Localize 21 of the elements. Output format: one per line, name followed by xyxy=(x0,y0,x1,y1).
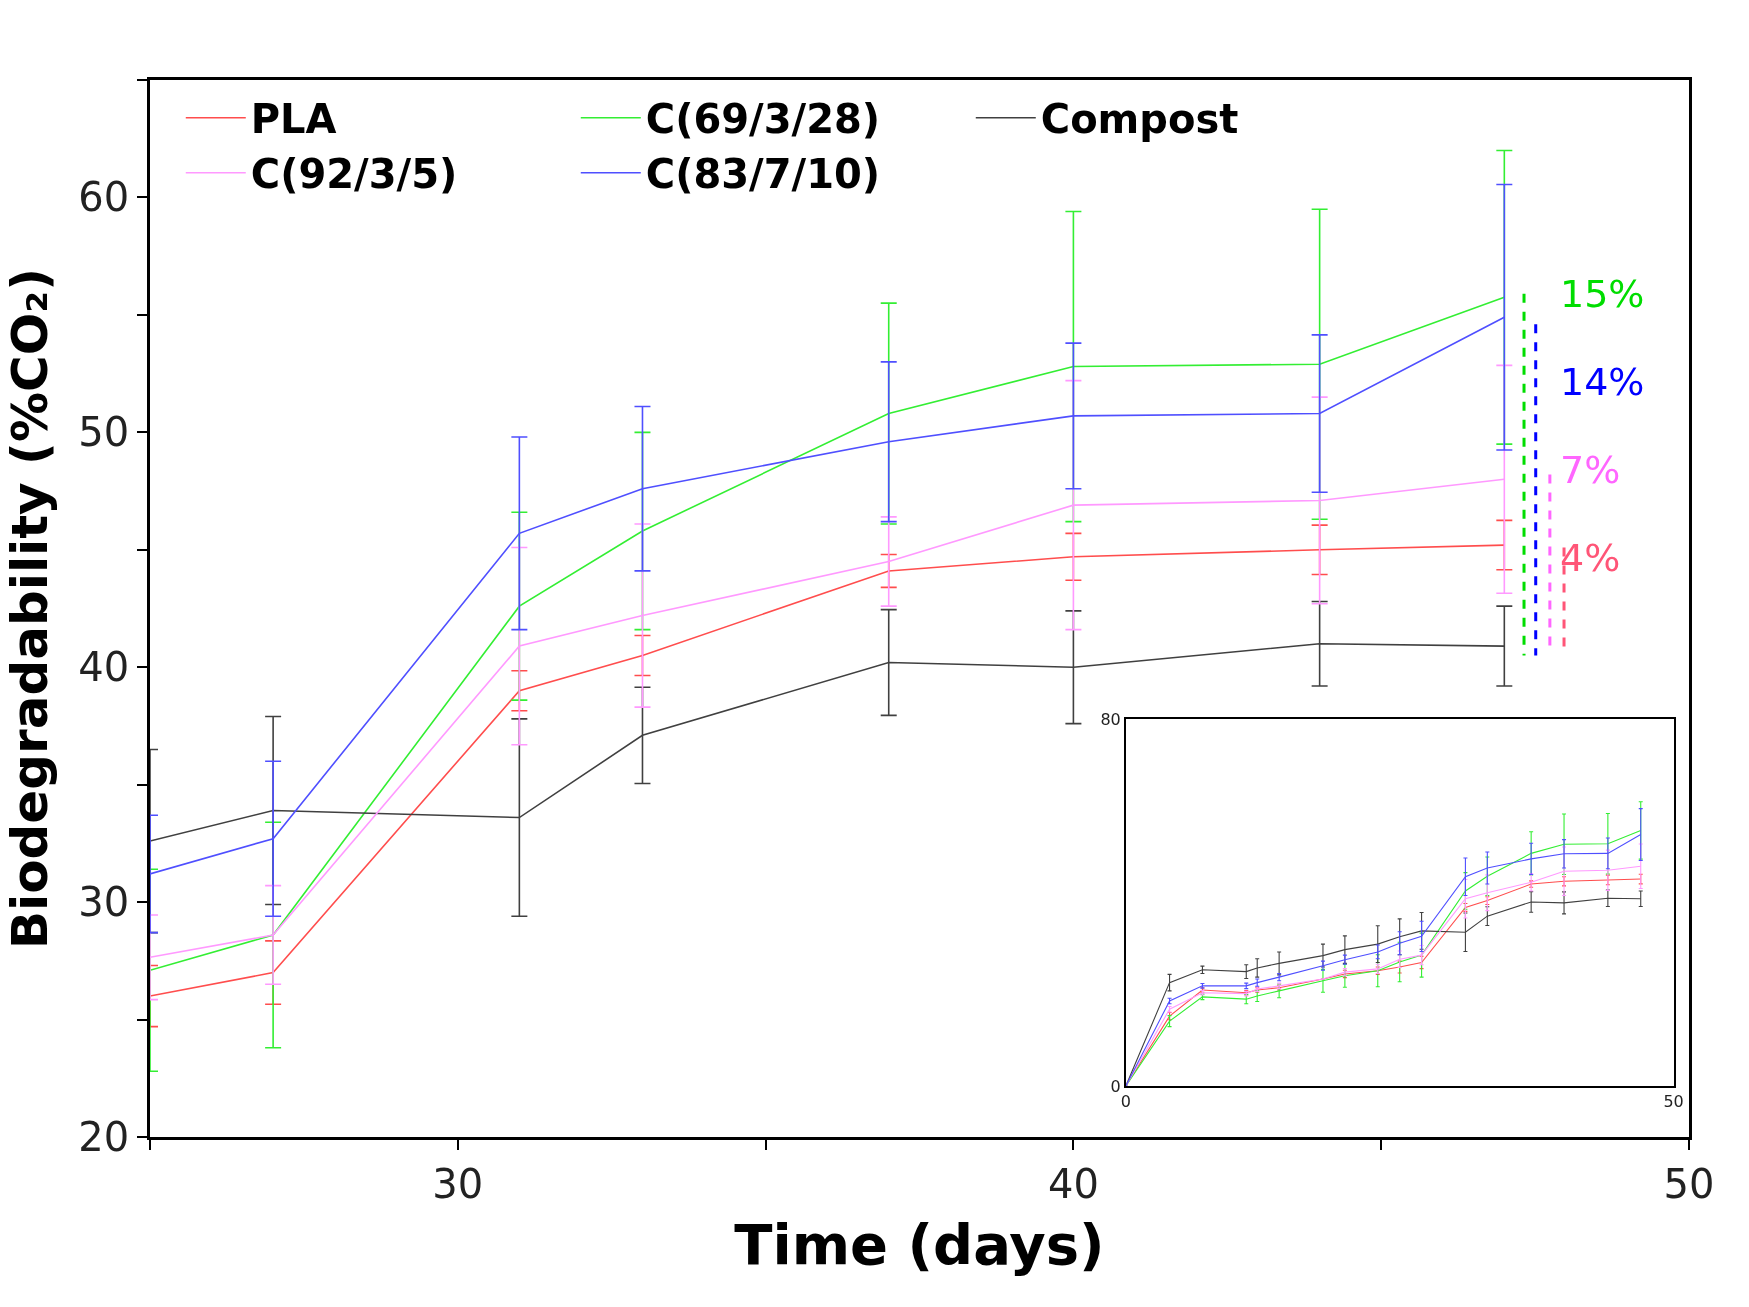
y-tick-label: 50 xyxy=(78,409,130,456)
line-series xyxy=(150,544,1506,997)
y-tick-label: 20 xyxy=(78,1114,130,1160)
annotation: 4% xyxy=(1560,536,1621,580)
y-tick-label: 80 xyxy=(1100,710,1121,730)
legend-label: C(83/7/10) xyxy=(645,151,881,198)
y-tick-label: 60 xyxy=(78,174,130,221)
y-tick-label: 30 xyxy=(78,879,130,926)
legend-label: PLA xyxy=(250,96,337,143)
line-series xyxy=(150,296,1506,972)
x-tick-label: 30 xyxy=(432,1160,484,1207)
annotation: 15% xyxy=(1560,272,1645,316)
y-tick-label: 40 xyxy=(78,644,130,691)
x-tick-label: 50 xyxy=(1663,1160,1715,1207)
y-axis-title: Biodegradability (%CO₂) xyxy=(1,267,60,950)
x-axis-title: Time (days) xyxy=(734,1212,1105,1278)
legend-label: Compost xyxy=(1040,96,1239,143)
legend-label: C(92/3/5) xyxy=(250,151,458,198)
annotation: 7% xyxy=(1560,448,1621,492)
annotation: 14% xyxy=(1560,360,1645,404)
legend-label: C(69/3/28) xyxy=(645,96,881,143)
